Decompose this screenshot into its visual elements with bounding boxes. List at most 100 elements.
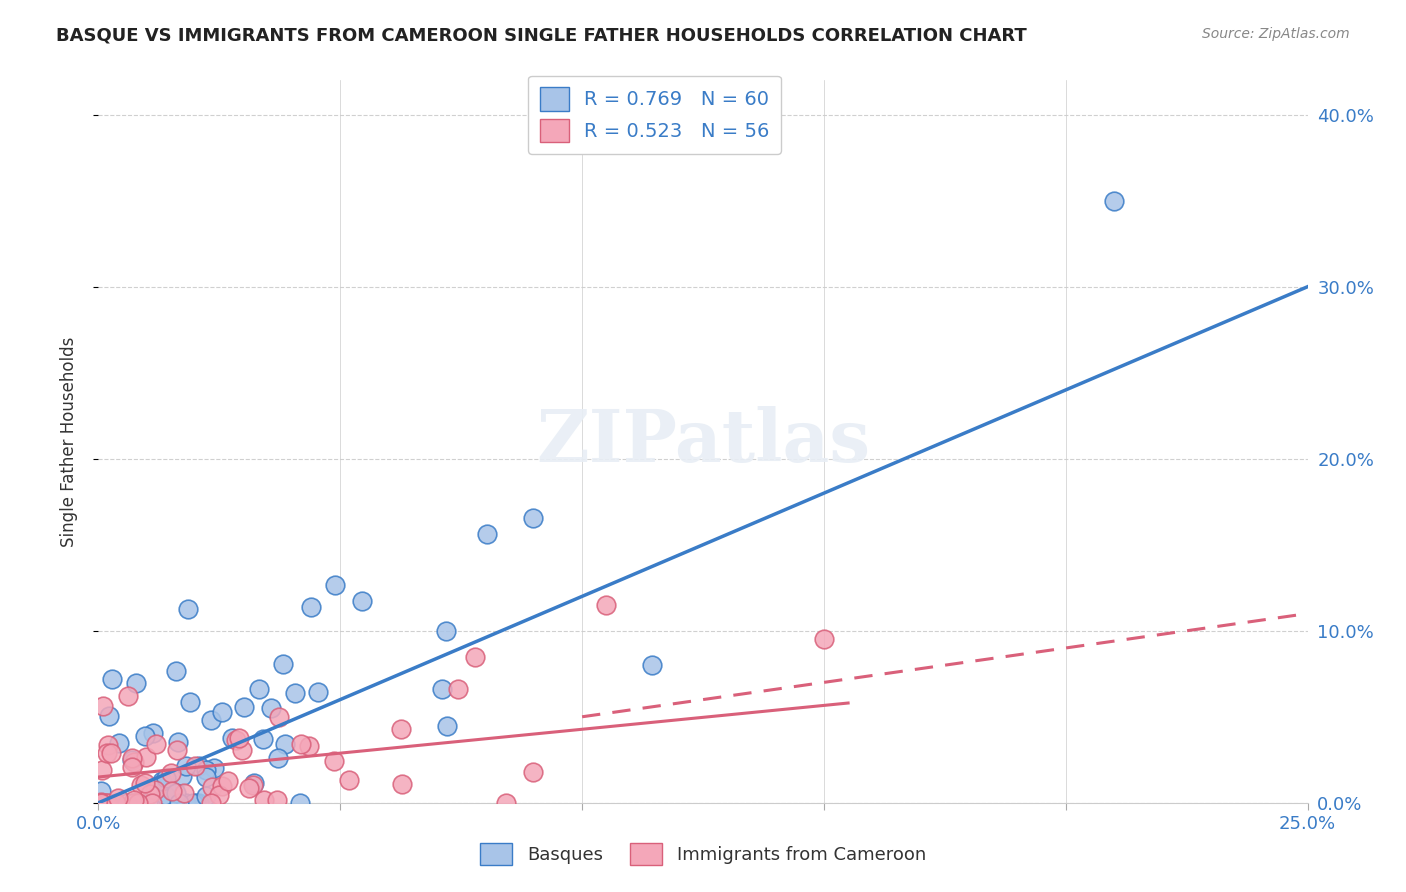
- Point: [90, 784, 112, 798]
- Point: [267, 710, 290, 724]
- Point: [91, 796, 114, 810]
- Point: [188, 759, 211, 773]
- Point: [167, 796, 190, 810]
- Point: [290, 738, 312, 752]
- Point: [233, 700, 256, 714]
- Point: [299, 599, 322, 614]
- Point: [352, 594, 374, 608]
- Text: ZIPatlas: ZIPatlas: [536, 406, 870, 477]
- Point: [90, 796, 112, 810]
- Point: [108, 736, 131, 750]
- Point: [641, 658, 664, 673]
- Point: [221, 731, 243, 746]
- Point: [323, 578, 346, 592]
- Point: [155, 771, 177, 785]
- Point: [266, 792, 288, 806]
- Point: [96, 747, 118, 761]
- Point: [391, 777, 413, 791]
- Point: [307, 684, 329, 698]
- Point: [813, 632, 835, 647]
- Point: [211, 779, 233, 793]
- Point: [97, 796, 120, 810]
- Point: [238, 781, 260, 796]
- Text: Source: ZipAtlas.com: Source: ZipAtlas.com: [1202, 27, 1350, 41]
- Point: [430, 681, 453, 696]
- Point: [243, 776, 266, 790]
- Point: [101, 672, 124, 686]
- Point: [436, 624, 458, 639]
- Point: [122, 796, 145, 810]
- Point: [436, 719, 458, 733]
- Point: [150, 774, 173, 789]
- Point: [217, 773, 239, 788]
- Point: [125, 676, 148, 690]
- Point: [194, 763, 217, 777]
- Point: [90, 795, 112, 809]
- Point: [475, 527, 498, 541]
- Point: [121, 751, 143, 765]
- Point: [141, 796, 163, 810]
- Point: [173, 786, 195, 800]
- Point: [165, 786, 187, 800]
- Point: [337, 772, 360, 787]
- Point: [166, 742, 188, 756]
- Point: [145, 738, 167, 752]
- Legend: R = 0.769   N = 60, R = 0.523   N = 56: R = 0.769 N = 60, R = 0.523 N = 56: [527, 76, 782, 154]
- Point: [122, 756, 145, 770]
- Point: [134, 776, 156, 790]
- Point: [98, 709, 121, 723]
- Point: [200, 796, 222, 810]
- Point: [179, 695, 201, 709]
- Point: [1102, 194, 1125, 208]
- Point: [90, 796, 112, 810]
- Point: [200, 714, 222, 728]
- Point: [91, 698, 114, 713]
- Point: [211, 706, 233, 720]
- Point: [495, 796, 517, 810]
- Point: [121, 796, 143, 810]
- Point: [121, 760, 143, 774]
- Point: [139, 788, 162, 802]
- Point: [202, 761, 225, 775]
- Point: [155, 780, 177, 795]
- Point: [389, 722, 412, 736]
- Point: [162, 784, 184, 798]
- Point: [143, 782, 166, 797]
- Point: [447, 682, 470, 697]
- Point: [136, 796, 159, 810]
- Point: [225, 733, 247, 747]
- Point: [242, 778, 264, 792]
- Point: [132, 796, 155, 810]
- Point: [288, 796, 311, 810]
- Point: [167, 735, 190, 749]
- Point: [231, 743, 253, 757]
- Point: [207, 789, 229, 803]
- Point: [283, 686, 305, 700]
- Point: [165, 665, 187, 679]
- Point: [322, 754, 344, 768]
- Point: [253, 793, 276, 807]
- Point: [228, 731, 250, 745]
- Point: [91, 763, 114, 777]
- Point: [201, 780, 224, 794]
- Point: [595, 598, 617, 612]
- Point: [94, 796, 117, 810]
- Point: [122, 793, 145, 807]
- Point: [183, 759, 205, 773]
- Point: [107, 791, 129, 805]
- Point: [100, 746, 122, 760]
- Point: [117, 689, 139, 703]
- Point: [181, 796, 204, 810]
- Point: [174, 759, 197, 773]
- Point: [97, 738, 120, 752]
- Point: [172, 769, 194, 783]
- Point: [186, 796, 208, 810]
- Point: [267, 751, 290, 765]
- Point: [247, 682, 270, 697]
- Text: BASQUE VS IMMIGRANTS FROM CAMEROON SINGLE FATHER HOUSEHOLDS CORRELATION CHART: BASQUE VS IMMIGRANTS FROM CAMEROON SINGL…: [56, 27, 1026, 45]
- Point: [522, 765, 544, 780]
- Point: [135, 750, 157, 764]
- Legend: Basques, Immigrants from Cameroon: Basques, Immigrants from Cameroon: [471, 834, 935, 874]
- Point: [156, 792, 179, 806]
- Point: [121, 753, 143, 767]
